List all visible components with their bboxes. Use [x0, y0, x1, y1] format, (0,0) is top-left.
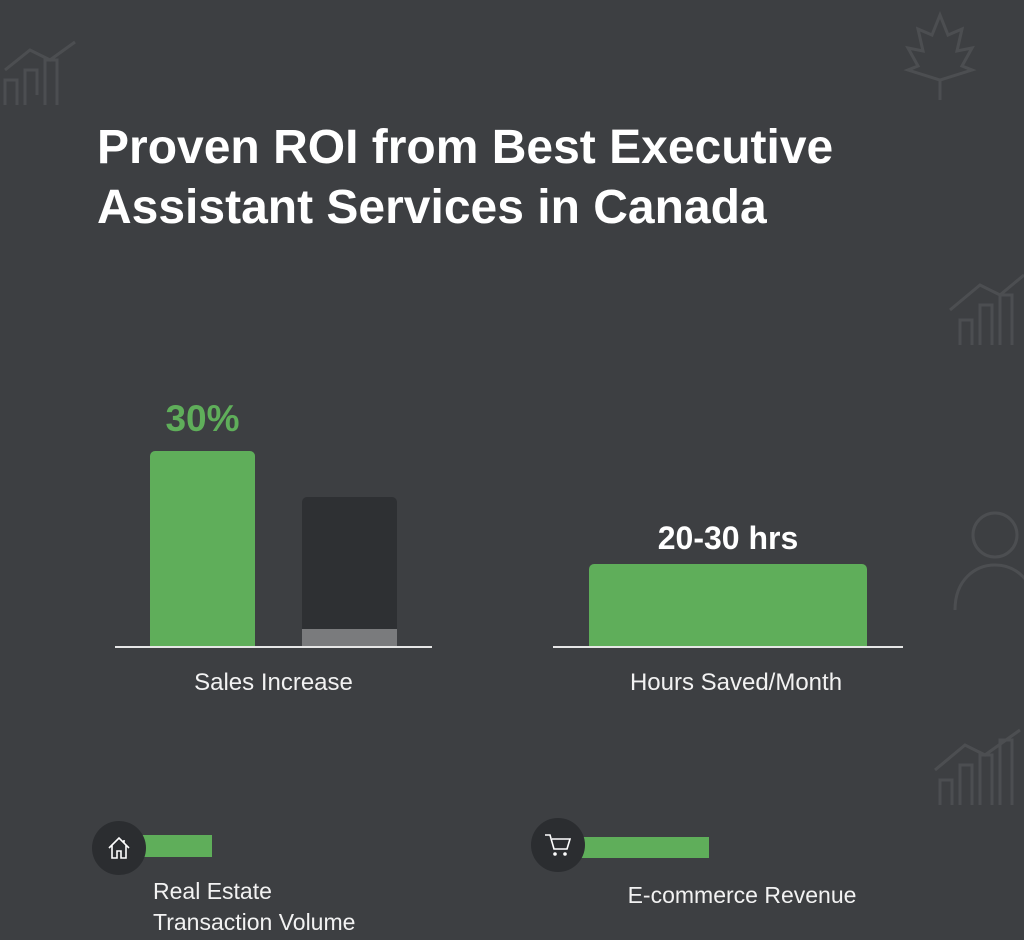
house-icon	[92, 821, 146, 875]
maple-leaf-icon	[903, 10, 977, 100]
bar-chart-icon	[949, 273, 1024, 345]
real-estate-bar	[140, 835, 212, 857]
bar-chart-icon	[934, 728, 1021, 805]
sales-increase-bar	[150, 451, 255, 646]
sales-value-label: 30%	[165, 398, 240, 439]
real-estate-label-line1: Real Estate	[153, 878, 272, 904]
person-icon	[953, 511, 1024, 610]
real-estate-label-line2: Transaction Volume	[153, 909, 356, 935]
cart-icon	[531, 818, 585, 872]
baseline-comparison-base	[302, 629, 397, 646]
ecommerce-label: E-commerce Revenue	[627, 882, 857, 908]
x-axis-line	[115, 646, 432, 648]
baseline-comparison-bar	[302, 497, 397, 629]
ecommerce-bar	[580, 837, 709, 858]
x-axis-line	[553, 646, 903, 648]
hours-saved-label: Hours Saved/Month	[629, 669, 843, 696]
hours-saved-bar	[589, 564, 867, 646]
sales-increase-label: Sales Increase	[194, 669, 353, 696]
bar-chart-icon	[3, 40, 76, 105]
page-title: Proven ROI from Best Executive Assistant…	[97, 121, 834, 234]
hours-value-label: 20-30 hrs	[657, 520, 799, 556]
